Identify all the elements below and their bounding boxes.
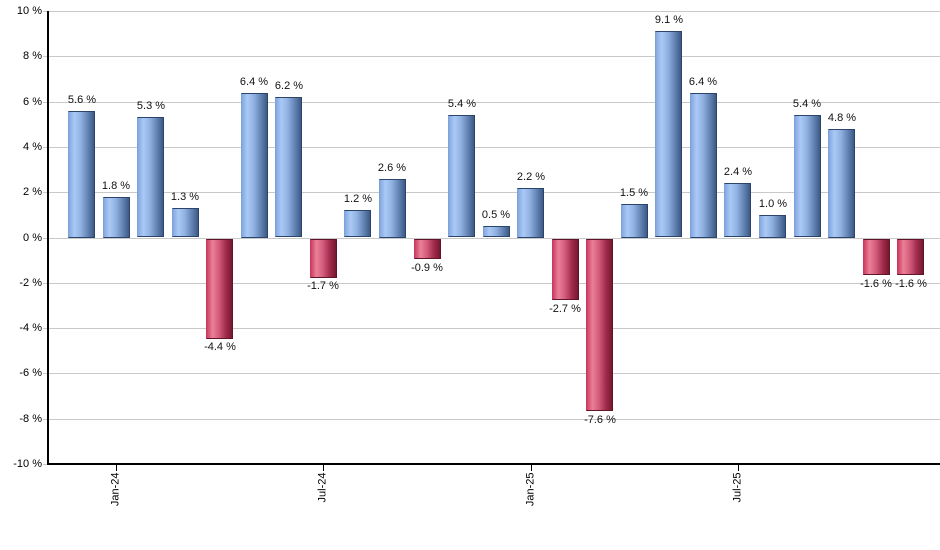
bar-value-label: 2.2 %: [516, 171, 546, 183]
y-axis-tick-label: 0 %: [23, 232, 42, 244]
bar-negative: [863, 239, 890, 275]
gridline: [48, 56, 940, 57]
y-axis-tick-label: -4 %: [19, 322, 42, 334]
x-tick-mark: [116, 464, 117, 471]
bar-value-label: 0.5 %: [481, 209, 511, 221]
bar-value-label: 5.3 %: [136, 100, 166, 112]
y-axis-tick-label: 8 %: [23, 50, 42, 62]
bar-value-label: 6.4 %: [688, 76, 718, 88]
y-axis-tick-label: -6 %: [19, 367, 42, 379]
bar-value-label: -0.9 %: [411, 262, 443, 274]
bar-negative: [414, 239, 441, 259]
x-tick-mark: [323, 464, 324, 471]
bar-value-label: 1.8 %: [101, 180, 131, 192]
bar-positive: [483, 226, 510, 237]
bar-positive: [103, 197, 130, 238]
y-tick-mark: [43, 464, 48, 465]
gridline: [48, 283, 940, 284]
bar-negative: [310, 239, 337, 278]
x-axis-tick-label: Jul-25: [731, 472, 744, 503]
bar-positive: [137, 117, 164, 237]
bar-value-label: 5.4 %: [447, 98, 477, 110]
y-tick-mark: [43, 56, 48, 57]
bar-value-label: -2.7 %: [549, 303, 581, 315]
bar-value-label: 6.4 %: [239, 76, 269, 88]
y-axis-tick-label: -2 %: [19, 277, 42, 289]
gridline: [48, 11, 940, 12]
bar-positive: [690, 93, 717, 238]
y-axis-tick-label: 10 %: [16, 5, 42, 17]
bar-value-label: -1.6 %: [895, 278, 927, 290]
y-tick-mark: [43, 147, 48, 148]
bar-positive: [621, 204, 648, 238]
bar-value-label: 1.5 %: [619, 187, 649, 199]
bar-value-label: -4.4 %: [204, 341, 236, 353]
y-axis-tick-label: 4 %: [23, 141, 42, 153]
gridline: [48, 102, 940, 103]
bar-positive: [68, 111, 95, 238]
gridline: [48, 328, 940, 329]
y-axis-tick-label: 6 %: [23, 96, 42, 108]
y-axis-line: [47, 11, 49, 464]
y-axis-tick-label: -10 %: [13, 458, 42, 470]
y-tick-mark: [43, 283, 48, 284]
bar-positive: [517, 188, 544, 238]
bar-value-label: 9.1 %: [654, 14, 684, 26]
gridline: [48, 373, 940, 374]
bar-value-label: 2.4 %: [723, 166, 753, 178]
x-tick-mark: [738, 464, 739, 471]
x-axis-tick-label: Jan-25: [524, 472, 537, 507]
bar-positive: [759, 215, 786, 238]
bar-positive: [794, 115, 821, 237]
y-tick-mark: [43, 102, 48, 103]
bar-value-label: 1.3 %: [170, 191, 200, 203]
x-axis-tick-label: Jan-24: [109, 472, 122, 507]
y-tick-mark: [43, 238, 48, 239]
bar-value-label: 1.2 %: [343, 193, 373, 205]
bar-value-label: -1.7 %: [307, 280, 339, 292]
x-tick-mark: [531, 464, 532, 471]
y-tick-mark: [43, 192, 48, 193]
bar-positive: [172, 208, 199, 237]
bar-value-label: 5.4 %: [792, 98, 822, 110]
gridline: [48, 419, 940, 420]
gridline: [48, 192, 940, 193]
bar-negative: [586, 239, 613, 411]
bar-negative: [552, 239, 579, 300]
y-axis-tick-label: -8 %: [19, 413, 42, 425]
gridline: [48, 147, 940, 148]
bar-positive: [655, 31, 682, 237]
x-axis-line: [47, 463, 940, 465]
y-tick-mark: [43, 373, 48, 374]
bar-positive: [241, 93, 268, 238]
bar-positive: [828, 129, 855, 238]
gridline: [48, 238, 940, 239]
bar-value-label: 2.6 %: [377, 162, 407, 174]
bar-positive: [379, 179, 406, 238]
bar-positive: [724, 183, 751, 237]
bar-value-label: 5.6 %: [67, 94, 97, 106]
y-tick-mark: [43, 419, 48, 420]
x-axis-tick-label: Jul-24: [316, 472, 329, 503]
bar-value-label: 1.0 %: [758, 198, 788, 210]
bar-value-label: -1.6 %: [860, 278, 892, 290]
y-tick-mark: [43, 11, 48, 12]
bar-negative: [206, 239, 233, 339]
bar-negative: [897, 239, 924, 275]
bar-positive: [275, 97, 302, 237]
bar-positive: [344, 210, 371, 237]
bar-value-label: 4.8 %: [827, 112, 857, 124]
y-tick-mark: [43, 328, 48, 329]
y-axis-tick-label: 2 %: [23, 186, 42, 198]
bar-value-label: -7.6 %: [584, 414, 616, 426]
bar-positive: [448, 115, 475, 237]
bar-value-label: 6.2 %: [274, 80, 304, 92]
